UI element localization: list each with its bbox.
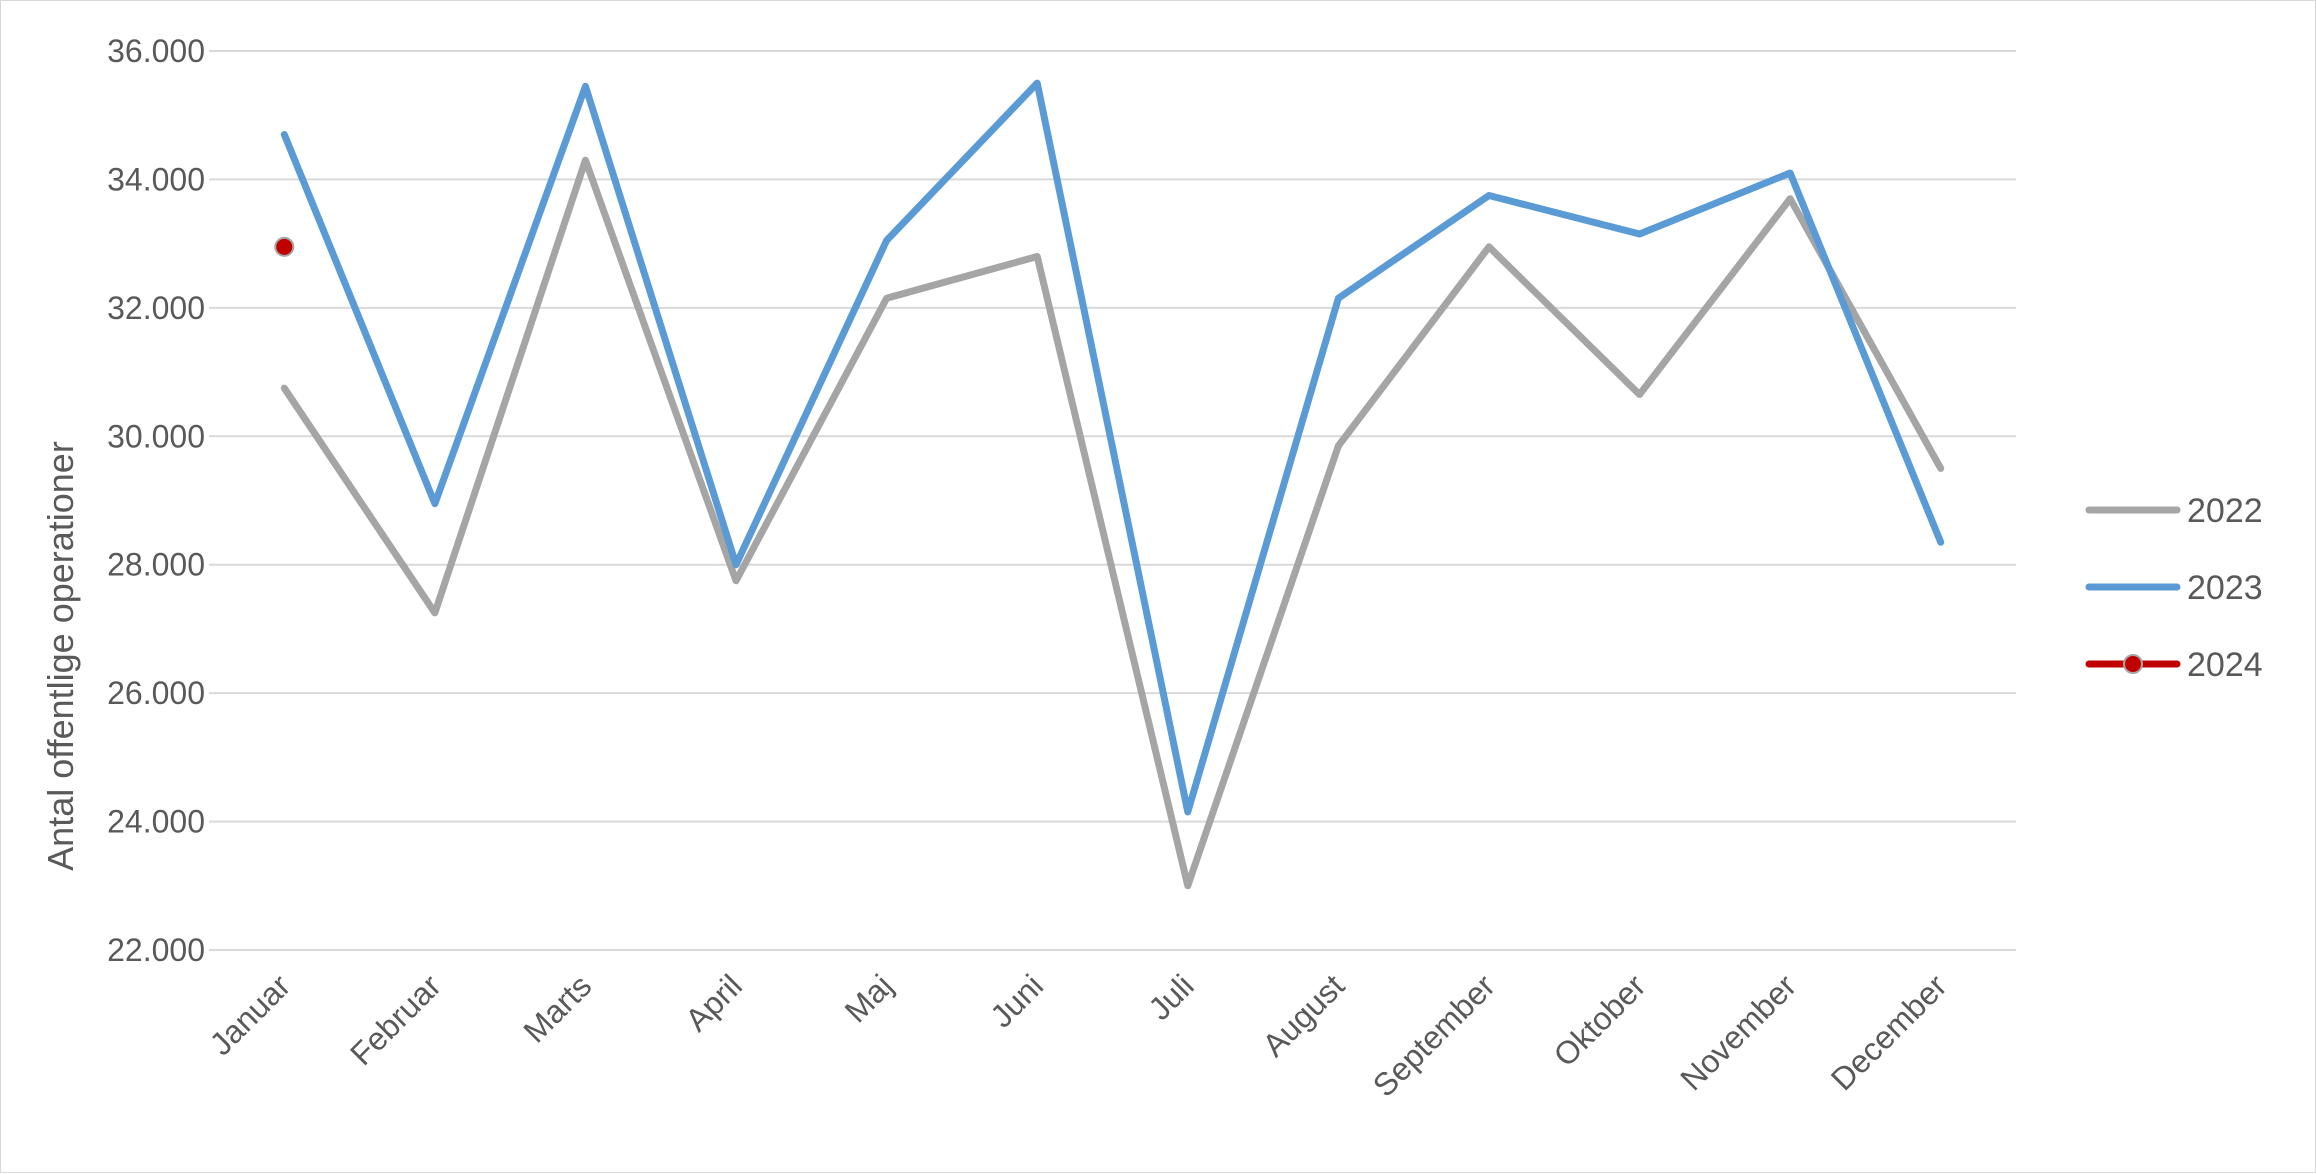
x-tick-label: November	[1673, 967, 1803, 1097]
legend-label-2024: 2024	[2187, 646, 2263, 684]
y-tick-label: 28.000	[107, 547, 205, 583]
series-line-2023	[280, 79, 1945, 816]
x-tick-label: Juni	[983, 967, 1050, 1034]
x-tick-label: Februar	[343, 967, 448, 1072]
x-tick-label: Januar	[203, 967, 298, 1062]
x-tick-label: December	[1824, 967, 1954, 1097]
x-axis-ticks: Januar Februar Marts April Maj Juni Juli August…	[203, 967, 1954, 1103]
y-tick-label: 22.000	[107, 932, 205, 968]
y-tick-label: 34.000	[107, 161, 205, 197]
x-tick-label: Juli	[1141, 967, 1200, 1026]
x-tick-label: Marts	[516, 967, 598, 1049]
y-tick-label: 30.000	[107, 418, 205, 454]
y-tick-label: 24.000	[107, 804, 205, 840]
y-axis-title: Antal offentlige operationer	[40, 441, 81, 871]
legend-label-2023: 2023	[2187, 569, 2263, 607]
gridlines	[209, 50, 2016, 951]
y-tick-label: 32.000	[107, 290, 205, 326]
x-tick-label: April	[678, 967, 749, 1038]
legend-label-2022: 2022	[2187, 492, 2263, 530]
data-point-2024	[274, 236, 295, 257]
x-tick-label: Maj	[838, 967, 900, 1029]
y-axis-ticks: 22.000 24.000 26.000 28.000 30.000 32.000 34.0…	[107, 33, 205, 968]
x-tick-label: Oktober	[1547, 967, 1653, 1073]
series-line-2022	[280, 156, 1945, 890]
y-tick-label: 36.000	[107, 33, 205, 69]
x-tick-label: September	[1366, 967, 1502, 1103]
y-tick-label: 26.000	[107, 675, 205, 711]
series-lines	[274, 79, 1945, 890]
x-tick-label: August	[1255, 967, 1351, 1063]
legend-marker-2024	[2123, 654, 2143, 674]
legend: 2022 2023 2024	[2085, 492, 2263, 684]
